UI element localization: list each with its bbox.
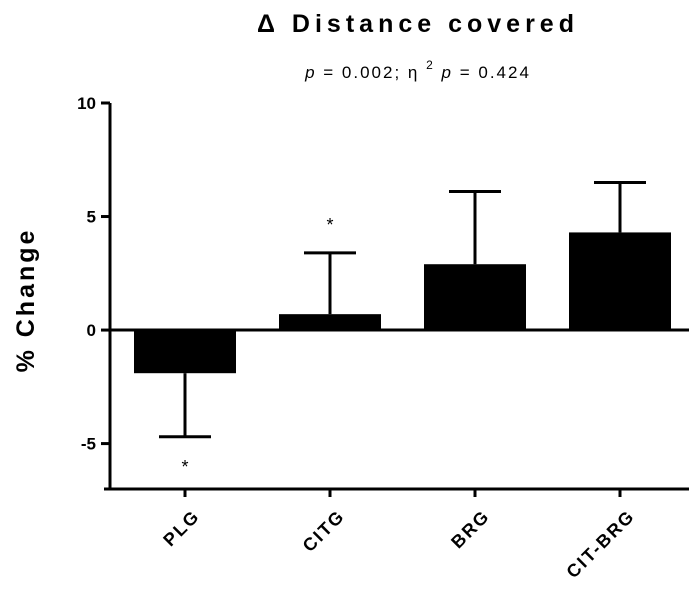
significance-marker: *	[326, 215, 333, 235]
x-tick-label: CIT-BRG	[562, 506, 638, 582]
chart-title: Δ Distance covered	[257, 10, 579, 38]
bar	[424, 264, 526, 331]
y-axis-title: % Change	[12, 228, 40, 373]
subtitle-superscript: 2	[426, 58, 435, 72]
y-tick-label: -5	[81, 435, 96, 454]
chart-subtitle: p = 0.002; η 2 p = 0.424	[304, 54, 531, 82]
subtitle-p2: p	[441, 63, 453, 82]
subtitle-p: p	[304, 63, 316, 82]
x-tick-label: BRG	[447, 506, 494, 553]
subtitle-text: = 0.002; η	[323, 63, 419, 82]
y-tick-label: 5	[87, 208, 96, 227]
subtitle-tail: = 0.424	[460, 63, 531, 82]
x-tick-label: CITG	[299, 506, 349, 556]
plot-area: -5 0 5 10 * PLG * CITG BRG CIT-BRG	[77, 94, 689, 582]
y-tick-label: 10	[77, 94, 96, 113]
bar	[279, 314, 381, 331]
bar	[134, 330, 236, 374]
x-tick-label: PLG	[159, 506, 204, 551]
significance-marker: *	[181, 457, 188, 477]
y-tick-label: 0	[87, 321, 96, 340]
bar	[569, 232, 671, 331]
